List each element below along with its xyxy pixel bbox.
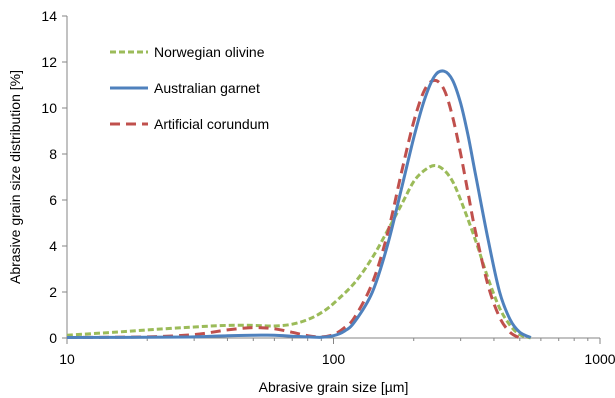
series-line-norwegian-olivine — [66, 164, 532, 340]
legend-label-artificial-corundum: Artificial corundum — [154, 116, 269, 132]
y-axis-ticks: 0 2 4 6 8 10 12 14 — [41, 8, 67, 346]
y-tick-label: 6 — [49, 192, 57, 208]
x-axis-ticks: 10 100 1000 — [59, 338, 615, 367]
y-tick-label: 8 — [49, 146, 57, 162]
legend: Norwegian olivine Australian garnet Artifi… — [110, 44, 269, 132]
series-line-australian-garnet — [66, 69, 532, 339]
legend-label-australian-garnet: Australian garnet — [154, 80, 260, 96]
x-tick-label: 1000 — [584, 351, 615, 367]
legend-label-norwegian-olivine: Norwegian olivine — [154, 44, 265, 60]
y-tick-label: 14 — [41, 8, 57, 24]
y-tick-label: 0 — [49, 330, 57, 346]
x-tick-label: 100 — [322, 351, 346, 367]
y-tick-label: 4 — [49, 238, 57, 254]
y-tick-label: 12 — [41, 54, 57, 70]
x-axis-title: Abrasive grain size [µm] — [259, 379, 409, 395]
x-tick-label: 10 — [59, 351, 75, 367]
axes — [66, 16, 600, 339]
series-layer — [66, 69, 532, 340]
y-tick-label: 2 — [49, 284, 57, 300]
y-tick-label: 10 — [41, 100, 57, 116]
series-line-artificial-corundum — [66, 78, 521, 340]
y-axis-title: Abrasive grain size distribution [%] — [7, 70, 23, 284]
